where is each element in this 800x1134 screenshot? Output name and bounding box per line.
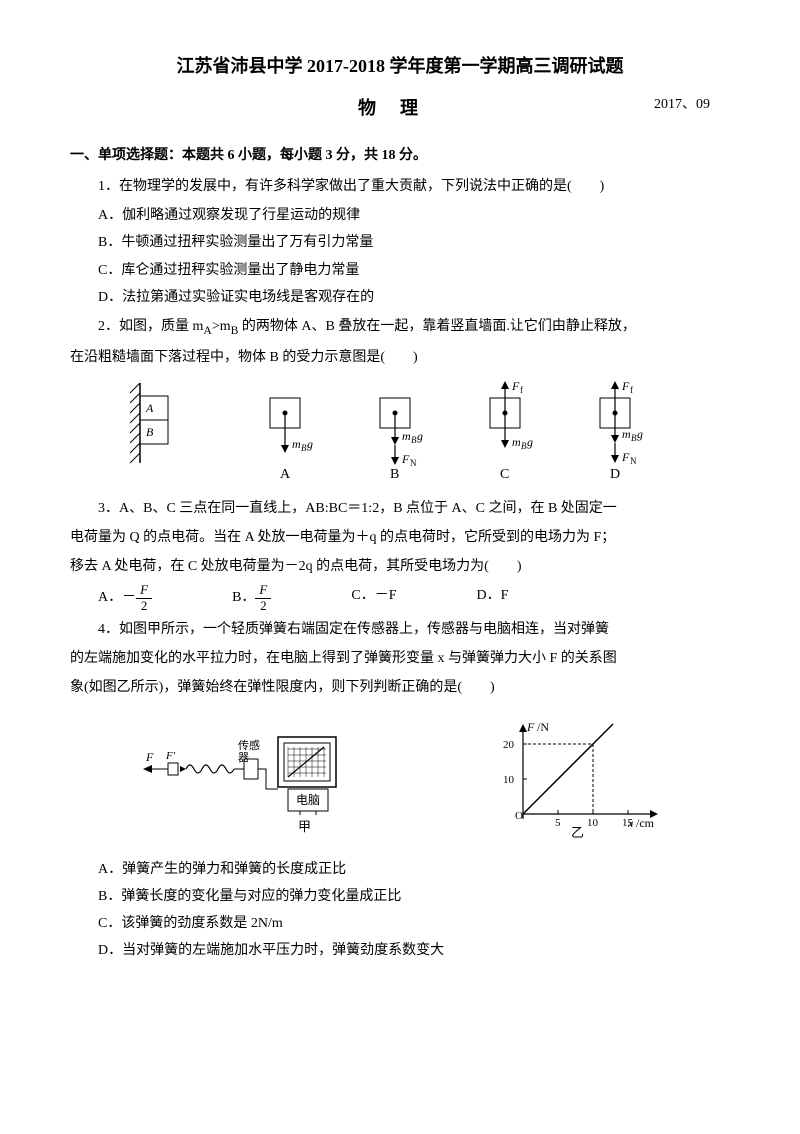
q3-stem-line3: 移去 A 处电荷，在 C 处放电荷量为－2q 的点电荷，其所受电场力为( ): [70, 554, 730, 579]
svg-text:F: F: [511, 379, 520, 393]
q3-A: A．－F2: [98, 583, 152, 613]
q4-stem-line3: 象(如图乙所示)，弹簧始终在弹性限度内，则下列判断正确的是( ): [70, 675, 730, 700]
q4-figures: F F' 传感 器 电脑 甲 F/N x/cm O 10 20 5 10 1: [70, 711, 730, 847]
svg-text:N: N: [630, 456, 637, 466]
svg-text:m: m: [292, 437, 301, 451]
q4-stem-line1: 4．如图甲所示，一个轻质弹簧右端固定在传感器上，传感器与电脑相连，当对弹簧: [70, 617, 730, 642]
svg-text:10: 10: [587, 817, 599, 829]
q3-options: A．－F2 B．F2 C．－F D．F: [98, 583, 730, 613]
q4-graph: F/N x/cm O 10 20 5 10 15 乙: [493, 719, 663, 839]
svg-text:g: g: [307, 437, 313, 451]
svg-text:g: g: [417, 429, 423, 443]
svg-text:O: O: [515, 810, 523, 822]
q3-A-label: A．: [98, 590, 122, 605]
svg-text:器: 器: [238, 751, 249, 764]
q3-stem-line1: 3．A、B、C 三点在同一直线上，AB:BC＝1:2，B 点位于 A、C 之间，…: [70, 496, 730, 521]
svg-text:F': F': [165, 750, 176, 762]
subtitle-row: 物理 2017、09: [70, 92, 730, 124]
svg-text:/N: /N: [537, 720, 549, 734]
exam-title: 江苏省沛县中学 2017-2018 学年度第一学期高三调研试题: [70, 50, 730, 82]
svg-text:F: F: [145, 750, 154, 764]
svg-text:20: 20: [503, 739, 515, 751]
q3-B: B．F2: [232, 583, 271, 613]
svg-text:/cm: /cm: [636, 816, 655, 830]
svg-text:F: F: [526, 720, 535, 734]
q4-D: D．当对弹簧的左端施加水平压力时，弹簧劲度系数变大: [98, 938, 730, 963]
q4-C: C．该弹簧的劲度系数是 2N/m: [98, 911, 730, 936]
subject: 物理: [358, 92, 442, 124]
svg-text:10: 10: [503, 774, 515, 786]
q2-stem-part3: 的两物体 A、B 叠放在一起，靠着竖直墙面.让它们由静止释放，: [238, 319, 635, 334]
svg-text:F: F: [621, 450, 630, 464]
svg-text:A: A: [280, 467, 291, 482]
svg-text:乙: 乙: [571, 825, 584, 839]
svg-text:5: 5: [555, 817, 561, 829]
q2-stem-line1: 2．如图，质量 mA>mB 的两物体 A、B 叠放在一起，靠着竖直墙面.让它们由…: [70, 314, 730, 341]
q2-stem-line2: 在沿粗糙墙面下落过程中，物体 B 的受力示意图是( ): [70, 345, 730, 370]
option-B-fig: mBg FN B: [380, 398, 423, 482]
option-C-fig: Ff mBg C: [490, 379, 533, 482]
option-A-fig: mBg A: [270, 398, 313, 482]
svg-text:g: g: [637, 427, 643, 441]
svg-text:甲: 甲: [298, 819, 311, 834]
q3-B-label: B．: [232, 590, 255, 605]
q1-C: C．库仑通过扭秤实验测量出了静电力常量: [98, 258, 730, 283]
svg-text:g: g: [527, 435, 533, 449]
q3-C: C．－F: [351, 583, 396, 613]
svg-text:m: m: [402, 429, 411, 443]
svg-text:B: B: [390, 467, 399, 482]
svg-text:电脑: 电脑: [296, 793, 320, 807]
svg-text:f: f: [520, 385, 523, 395]
svg-text:A: A: [145, 401, 154, 415]
q3-stem-line2: 电荷量为 Q 的点电荷。当在 A 处放一电荷量为＋q 的点电荷时，它所受到的电场…: [70, 525, 730, 550]
svg-text:N: N: [410, 458, 417, 468]
svg-text:传感: 传感: [238, 739, 260, 752]
q4-stem-line2: 的左端施加变化的水平拉力时，在电脑上得到了弹簧形变量 x 与弹簧弹力大小 F 的…: [70, 646, 730, 671]
svg-text:F: F: [621, 379, 630, 393]
section-1-header: 一、单项选择题：本题共 6 小题，每小题 3 分，共 18 分。: [70, 143, 730, 168]
q1-B: B．牛顿通过扭秤实验测量出了万有引力常量: [98, 230, 730, 255]
svg-text:D: D: [610, 467, 620, 482]
svg-text:15: 15: [622, 817, 634, 829]
svg-text:F: F: [401, 452, 410, 466]
q2-stem-part1: 2．如图，质量 m: [98, 319, 203, 334]
option-D-fig: Ff mBg FN D: [600, 379, 643, 482]
q2-sub-A: A: [203, 324, 211, 337]
svg-text:C: C: [500, 467, 509, 482]
q4-B: B．弹簧长度的变化量与对应的弹力变化量成正比: [98, 884, 730, 909]
q4-A: A．弹簧产生的弹力和弹簧的长度成正比: [98, 857, 730, 882]
wall-blocks: A B: [130, 383, 168, 463]
q1-D: D．法拉第通过实验证实电场线是客观存在的: [98, 285, 730, 310]
date: 2017、09: [654, 92, 710, 117]
svg-text:B: B: [146, 425, 154, 439]
q1-stem: 1．在物理学的发展中，有许多科学家做出了重大贡献，下列说法中正确的是( ): [70, 174, 730, 199]
q2-diagram: A B mBg A mBg FN B Ff mBg C Ff: [120, 378, 680, 488]
svg-text:m: m: [622, 427, 631, 441]
q3-D: D．F: [477, 583, 509, 613]
q4-apparatus: F F' 传感 器 电脑 甲: [138, 719, 348, 839]
svg-text:f: f: [630, 385, 633, 395]
q1-A: A．伽利略通过观察发现了行星运动的规律: [98, 203, 730, 228]
svg-text:m: m: [512, 435, 521, 449]
q2-stem-part2: >m: [212, 319, 231, 334]
